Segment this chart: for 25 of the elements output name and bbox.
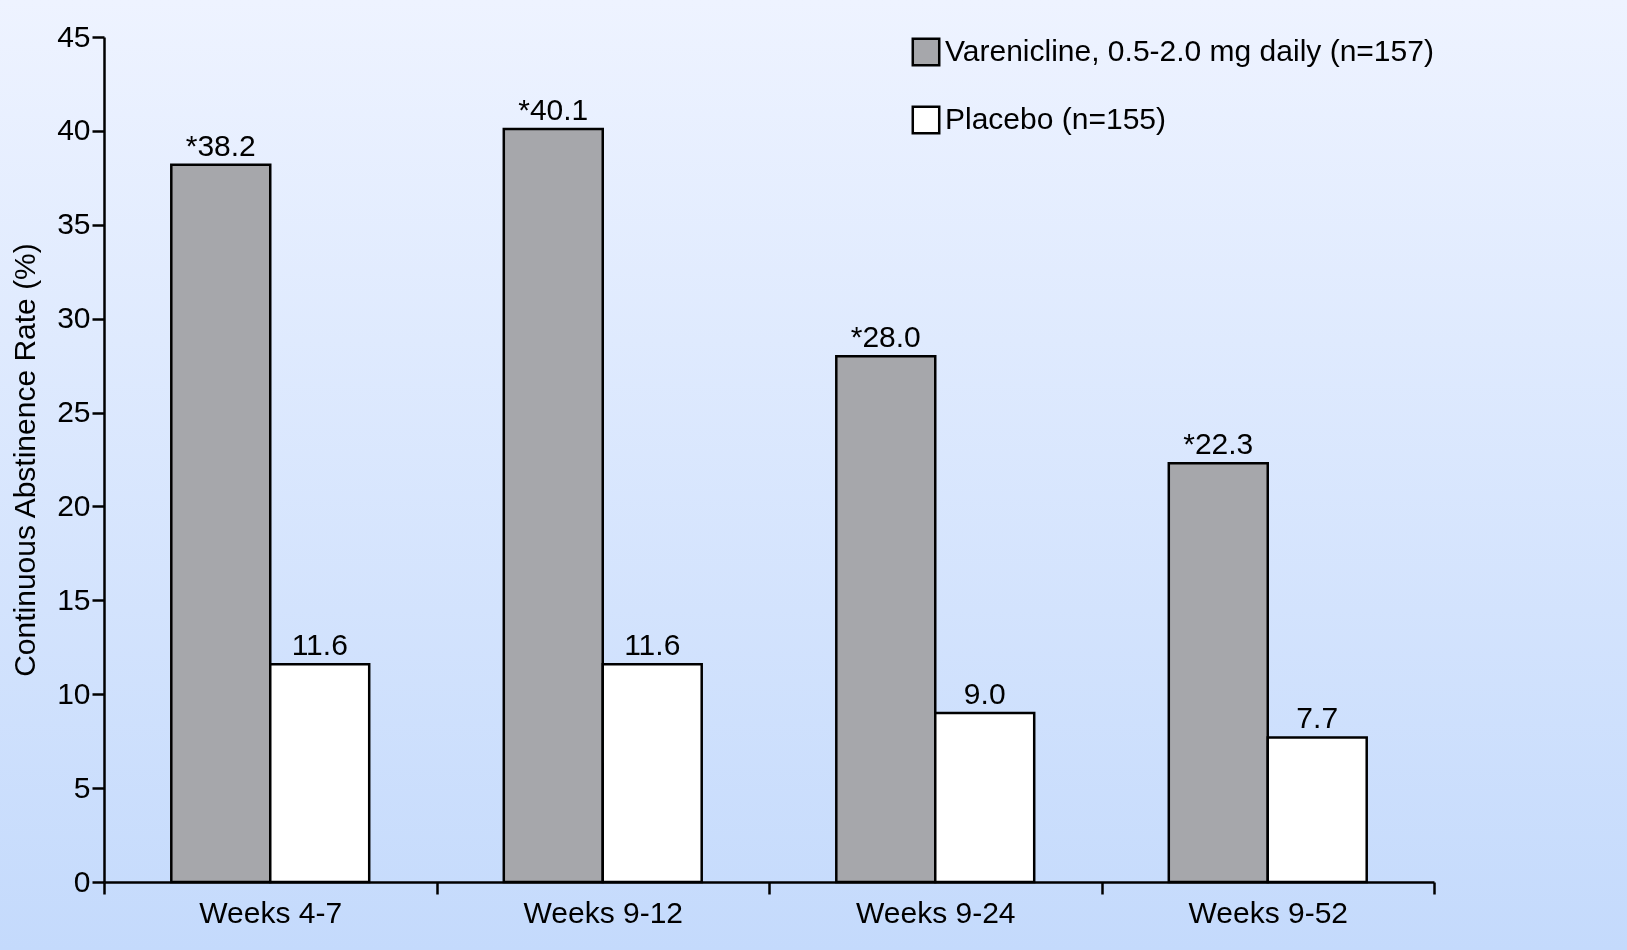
data-label: *22.3: [1183, 427, 1254, 461]
y-axis-title: Continuous Abstinence Rate (%): [8, 243, 42, 677]
legend-label: Varenicline, 0.5-2.0 mg daily (n=157): [945, 34, 1434, 67]
y-tick-label: 35: [57, 207, 91, 241]
y-tick-label: 20: [57, 488, 91, 522]
data-label: *28.0: [850, 320, 921, 354]
y-tick-label: 30: [57, 301, 91, 335]
y-tick-label: 45: [57, 19, 91, 53]
legend-label: Placebo (n=155): [945, 102, 1166, 135]
data-label: *38.2: [185, 128, 256, 162]
data-label: 7.7: [1296, 701, 1339, 735]
data-label: *40.1: [518, 93, 589, 127]
y-tick-label: 40: [57, 113, 91, 147]
y-tick-label: 0: [73, 864, 91, 898]
data-label: 11.6: [624, 628, 681, 662]
x-tick-label: Weeks 9-24: [855, 895, 1016, 929]
data-label: 11.6: [291, 628, 348, 662]
y-tick-label: 25: [57, 395, 91, 429]
y-tick-label: 5: [73, 770, 91, 804]
y-tick-label: 15: [57, 582, 91, 616]
data-label: 9.0: [963, 677, 1006, 710]
x-tick-label: Weeks 4-7: [199, 895, 343, 929]
x-tick-label: Weeks 9-12: [523, 895, 684, 929]
x-tick-label: Weeks 9-52: [1188, 895, 1349, 929]
y-tick-label: 10: [57, 676, 91, 710]
